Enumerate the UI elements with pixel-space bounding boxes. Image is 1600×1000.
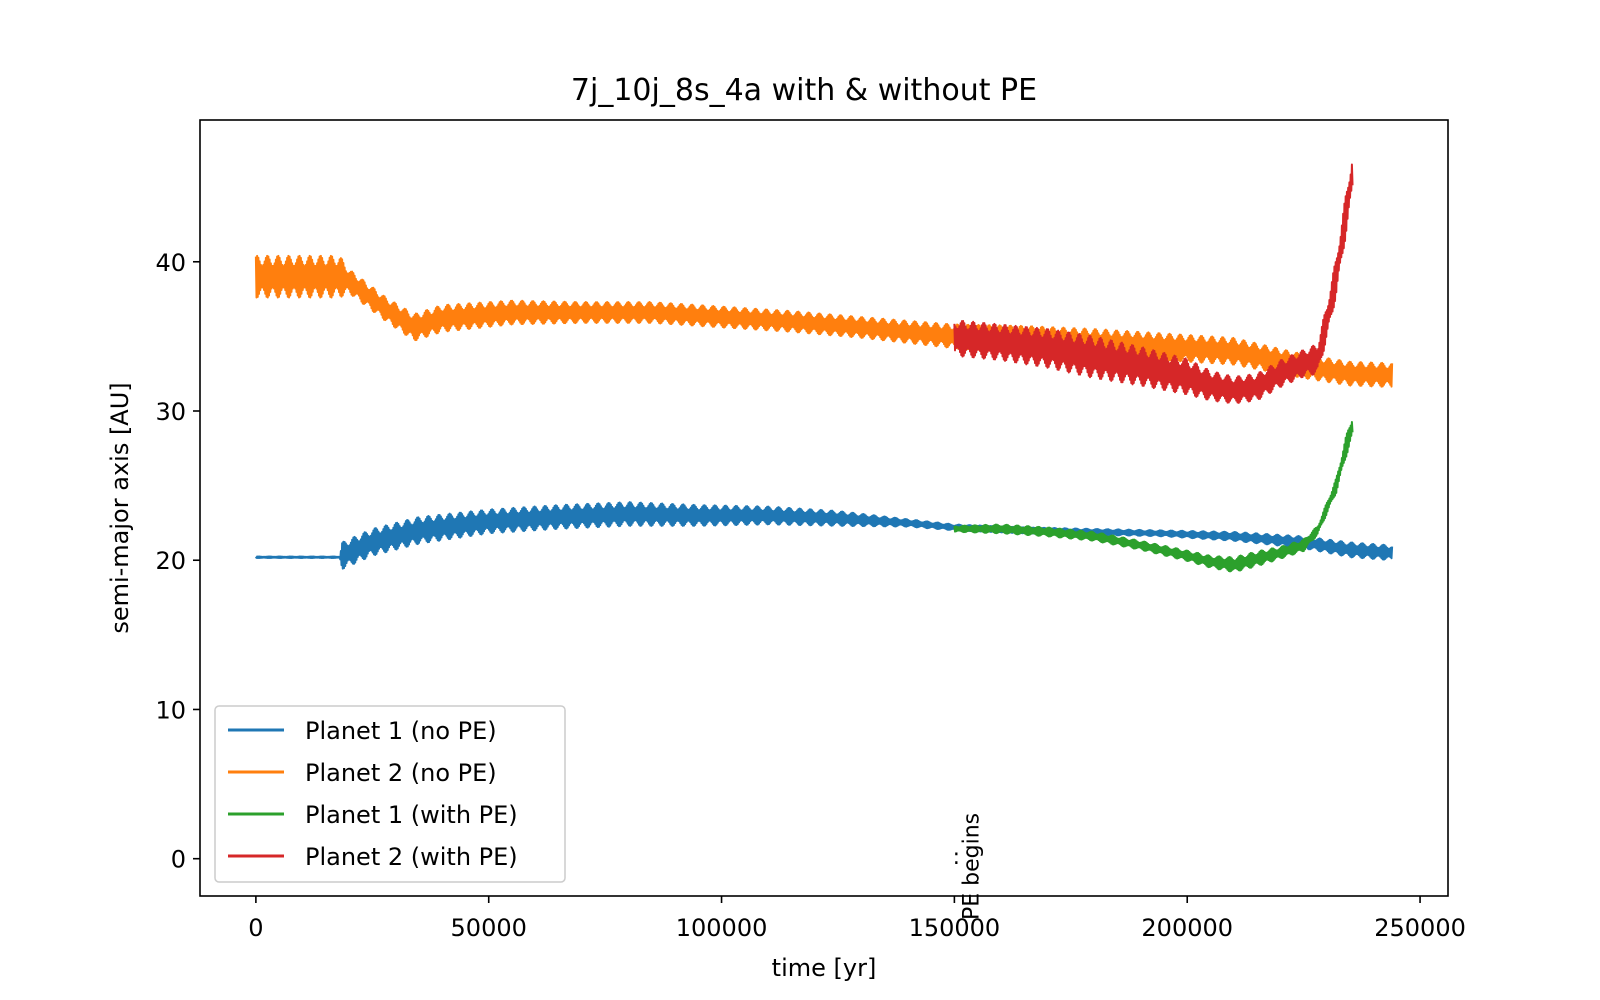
series-line-1 xyxy=(254,501,1394,570)
x-tick-label: 50000 xyxy=(451,914,527,942)
y-tick-label: 30 xyxy=(155,398,186,426)
y-tick-label: 0 xyxy=(171,846,186,874)
legend-label: Planet 2 (no PE) xyxy=(305,759,497,787)
x-tick-label: 250000 xyxy=(1374,914,1466,942)
y-tick-label: 20 xyxy=(155,547,186,575)
y-tick-label: 40 xyxy=(155,249,186,277)
chart-title: 7j_10j_8s_4a with & without PE xyxy=(571,73,1037,108)
annotation-marker: : xyxy=(953,845,960,870)
x-axis-label: time [yr] xyxy=(772,954,877,982)
series-line-3 xyxy=(953,421,1354,573)
series-line-2 xyxy=(254,254,1394,388)
x-tick-label: 0 xyxy=(248,914,263,942)
annotation-layer: : PE begins xyxy=(953,813,985,920)
x-tick-label: 200000 xyxy=(1141,914,1233,942)
x-axis: 0 50000 100000 150000 200000 250000 xyxy=(248,896,1466,942)
series-layer xyxy=(254,163,1394,573)
legend-box xyxy=(214,705,566,883)
series-line-4 xyxy=(953,163,1354,404)
legend-label: Planet 1 (no PE) xyxy=(305,717,497,745)
y-tick-label: 10 xyxy=(155,696,186,724)
y-axis-label: semi-major axis [AU] xyxy=(106,382,134,633)
legend-label: Planet 2 (with PE) xyxy=(305,843,518,871)
y-axis: 0 10 20 30 40 xyxy=(155,249,200,874)
plot-area-frame xyxy=(199,119,1449,897)
legend: Planet 1 (no PE) Planet 2 (no PE) Planet 1… xyxy=(214,705,566,883)
x-tick-label: 100000 xyxy=(676,914,768,942)
annotation-label: PE begins xyxy=(959,813,984,920)
legend-label: Planet 1 (with PE) xyxy=(305,801,518,829)
x-tick-label: 150000 xyxy=(909,914,1001,942)
